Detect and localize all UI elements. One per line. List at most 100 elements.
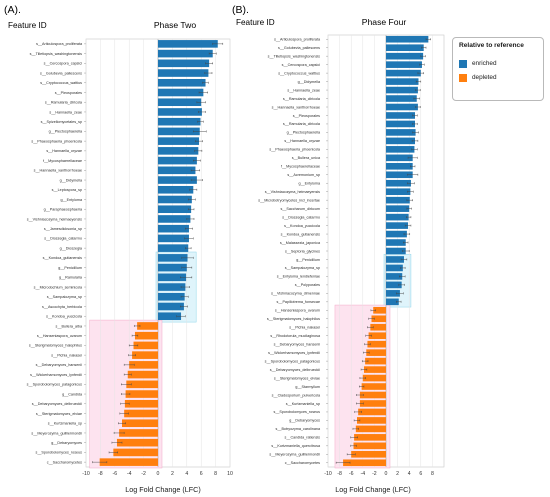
category-label: s__Debaryomyces_hansenii xyxy=(36,363,83,367)
x-tick-label: -4 xyxy=(360,471,365,477)
x-tick-label: 0 xyxy=(385,471,388,477)
category-label: g__Entyloma xyxy=(298,182,320,186)
bar xyxy=(386,171,413,179)
category-label: s__Vishniacozyma_heimaeyensis xyxy=(265,190,320,194)
panel-b-x-axis-title: Log Fold Change (LFC) xyxy=(335,485,411,494)
panel-a-title: Phase Two xyxy=(154,20,197,30)
category-label: s__Polyporales xyxy=(295,283,320,287)
category-label: s__Ramularia_cliricola xyxy=(283,122,321,126)
legend-item-depleted: depleted xyxy=(459,73,497,82)
category-label: s__Articulospora_proliferata xyxy=(36,42,83,46)
bar xyxy=(158,108,202,116)
legend: Relative to reference enriched depleted xyxy=(452,37,544,101)
category-label: s__Candida_ratiensis xyxy=(285,436,321,440)
x-tick-label: -8 xyxy=(98,471,103,477)
bar xyxy=(371,315,386,323)
category-label: s__Pichia_nakasei xyxy=(51,353,82,357)
category-label: s__Kondoa_gutianensis xyxy=(43,256,83,260)
category-label: s__Hannaella_zeae xyxy=(287,88,320,92)
bar xyxy=(134,331,158,340)
category-label: s__Meyerozyma_guilliermondii xyxy=(31,431,82,435)
bar xyxy=(386,61,422,68)
category-label: s__Cladosporium_pulvericola xyxy=(272,393,321,397)
bar xyxy=(365,357,386,365)
category-label: g__Ramularia xyxy=(59,276,83,280)
bar xyxy=(386,179,411,187)
category-label: s__Vishniacozyma_dimennae xyxy=(271,292,320,296)
x-tick-label: -8 xyxy=(337,471,342,477)
x-tick-label: 2 xyxy=(171,471,174,477)
category-label: s__Kondoa_gutianensis xyxy=(281,232,321,236)
category-label: s__Pleosporales xyxy=(55,91,82,95)
category-label: c__Saccharomycetes xyxy=(285,461,320,465)
bar xyxy=(386,154,413,162)
category-label: s__Cryptococcus_wattius xyxy=(40,81,82,85)
bar xyxy=(124,399,158,408)
x-tick-label: 4 xyxy=(185,471,188,477)
panel-a-letter: (A). xyxy=(4,4,21,16)
category-label: s__Pichia_nakasei xyxy=(289,326,320,330)
bar xyxy=(386,273,403,280)
bar xyxy=(158,156,197,165)
category-label: s__Spizellomycetales_sp xyxy=(41,120,82,124)
x-tick-label: 10 xyxy=(227,471,233,477)
category-label: g__Plectosphaerella xyxy=(287,131,321,135)
bar xyxy=(370,323,386,331)
category-label: s__Kurtzmaniella_sp xyxy=(48,422,82,426)
panel-b-title: Phase Four xyxy=(362,17,407,27)
category-label: s__Golubevia_pallescens xyxy=(40,71,82,75)
bar xyxy=(386,146,415,153)
bar xyxy=(158,234,189,243)
category-label: s__Debaryomyces_hansenii xyxy=(274,342,321,346)
category-label: s__Hanseniaspora_uvarum xyxy=(37,334,82,338)
bar xyxy=(386,213,409,221)
category-label: s__Hannaella_xanthorrhoeae xyxy=(34,169,82,173)
x-tick-label: -2 xyxy=(372,471,377,477)
category-label: s__Malassezia_japonica xyxy=(280,241,321,245)
bar xyxy=(158,49,213,58)
x-tick-label: -2 xyxy=(141,471,146,477)
category-label: s__Bullera_unica xyxy=(292,156,321,160)
category-label: s__Cercospora_capsici xyxy=(44,62,83,66)
bar xyxy=(127,370,158,379)
category-label: s__Hannaella_oryzae xyxy=(46,149,82,153)
x-tick-label: -4 xyxy=(127,471,132,477)
category-label: s__Dioszegia_catarrno xyxy=(282,215,320,219)
category-label: g__Plectosphaerella xyxy=(49,130,83,134)
category-label: s__Ramularia_cliricola xyxy=(45,101,83,105)
category-label: s__Sporobolomyces_patagonicus xyxy=(265,359,321,363)
bar xyxy=(119,429,158,437)
bar xyxy=(386,44,424,52)
bar xyxy=(351,450,386,458)
category-label: s__Dioszegia_catarrno xyxy=(44,237,82,241)
category-label: s__Bullera_alba xyxy=(56,324,83,328)
category-label: s__Entyloma_lendiefeniae xyxy=(277,275,320,279)
bar xyxy=(367,340,386,348)
bar xyxy=(158,69,209,77)
category-label: g__Paraphaeosphaeria xyxy=(44,208,83,212)
panel-a-x-axis-title: Log Fold Change (LFC) xyxy=(125,485,201,494)
category-label: s__Jamesdicksonia_sp xyxy=(44,227,82,231)
category-label: s__Hannaella_zeae xyxy=(49,110,82,114)
depleted-swatch-icon xyxy=(459,73,467,82)
x-tick-label: 6 xyxy=(419,471,422,477)
category-label: s__Sampaiozyma_sp xyxy=(47,295,82,299)
bar xyxy=(386,162,413,170)
x-tick-label: -10 xyxy=(82,471,90,477)
category-label: s__Kondoa_yuccicola xyxy=(46,315,83,319)
category-label: s__Ascochyta_herbicola xyxy=(42,305,83,309)
bar xyxy=(386,196,410,204)
category-label: s__Hanseniaspora_uvarum xyxy=(275,309,320,313)
bar xyxy=(158,88,204,97)
panel-b-letter: (B). xyxy=(232,4,249,16)
category-label: s__Phaeosphaeria_phoenicola xyxy=(31,139,83,143)
category-label: s__Kondoa_yuccicola xyxy=(284,224,321,228)
bar xyxy=(113,448,158,457)
category-label: s__Golubevia_pallescens xyxy=(278,46,320,50)
category-label: g__Debaryomyces xyxy=(289,419,320,423)
category-label: s__Ramularia_cliricola xyxy=(283,97,321,101)
category-label: s__Botryozyma_carolinana xyxy=(276,427,321,431)
category-label: s__Tilletiopsis_washingtonensis xyxy=(30,52,82,56)
bar xyxy=(386,239,406,246)
